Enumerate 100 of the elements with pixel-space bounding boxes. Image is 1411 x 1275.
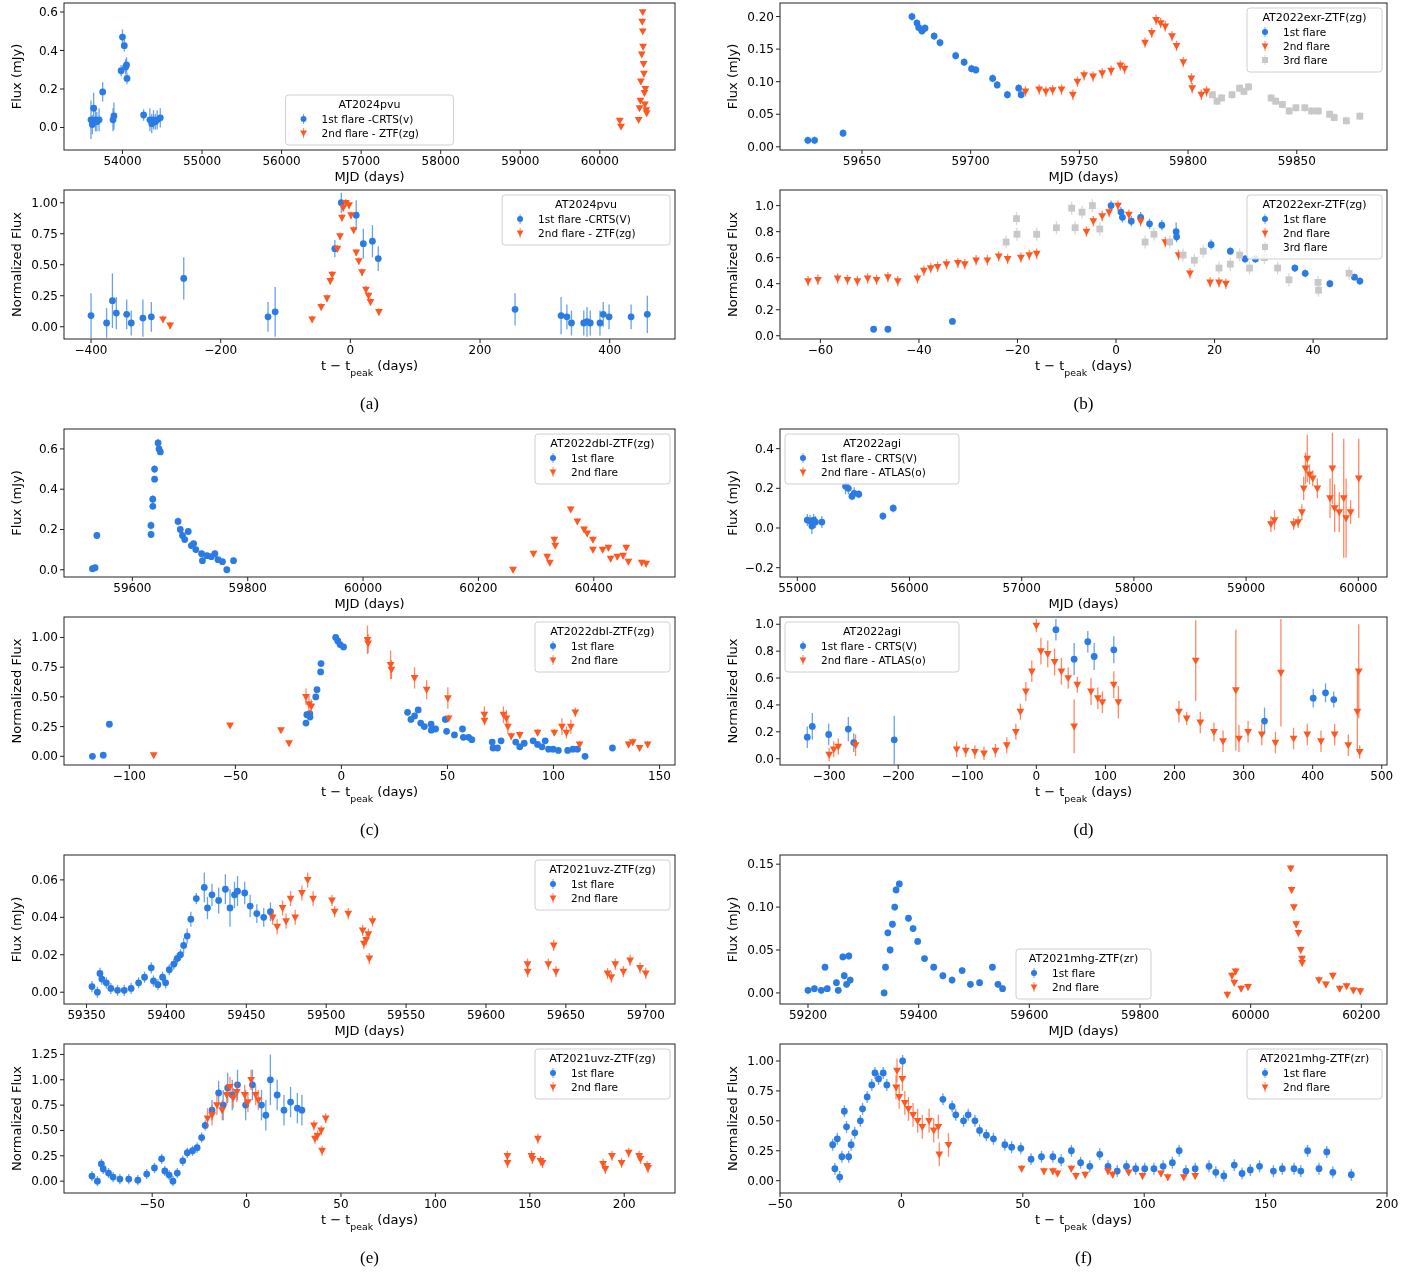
- legend-title: AT2021mhg-ZTF(zr): [1259, 1052, 1370, 1065]
- y-tick-label: 0.50: [31, 689, 58, 704]
- y-axis-title: Flux (mJy): [9, 896, 24, 963]
- x-tick-label: 50: [439, 769, 456, 783]
- legend-label: 1st flare - CRTS(V): [821, 452, 917, 464]
- x-tick-label: 0: [242, 1197, 251, 1211]
- x-axis-title: MJD (days): [334, 596, 405, 611]
- y-tick-label: 0.4: [754, 697, 774, 712]
- x-axis-title: t − t$_{peak}$ (days): [1034, 358, 1133, 378]
- x-tick-label: −400: [74, 343, 108, 357]
- x-tick-label: 0: [1032, 769, 1041, 783]
- y-tick-label: 0.75: [31, 660, 58, 675]
- x-tick-label: 0: [337, 769, 346, 783]
- legend-label: 2nd flare: [1052, 981, 1099, 993]
- x-tick-label: 58000: [421, 154, 460, 168]
- legend-label: 3rd flare: [1283, 241, 1328, 253]
- y-tick-label: 0.75: [31, 1098, 58, 1113]
- y-axis-title: Normalized Flux: [9, 638, 24, 744]
- y-tick-label: 0.4: [38, 43, 58, 58]
- y-tick-label: 1.25: [31, 1047, 58, 1062]
- y-tick-label: 0.04: [31, 910, 58, 925]
- x-tick-label: 60200: [459, 581, 498, 595]
- legend-label: 1st flare: [1052, 967, 1096, 979]
- y-tick-label: 0.4: [38, 482, 58, 497]
- x-tick-label: 100: [1093, 769, 1117, 783]
- legend-label: 2nd flare: [571, 466, 618, 478]
- text: (b): [1073, 394, 1094, 413]
- x-tick-label: 59850: [1277, 154, 1316, 168]
- y-tick-label: 0.10: [747, 74, 774, 89]
- y-tick-label: 0.6: [38, 5, 58, 20]
- x-axis-title: MJD (days): [1048, 596, 1119, 611]
- legend-title: AT2022exr-ZTF(zg): [1262, 198, 1367, 211]
- text: (d): [1073, 820, 1094, 839]
- x-tick-label: −20: [1004, 343, 1031, 357]
- y-tick-label: 0.00: [31, 749, 58, 764]
- y-tick-label: 0.25: [31, 1148, 58, 1163]
- x-tick-label: 59400: [899, 1008, 938, 1022]
- x-tick-label: 59600: [466, 1008, 506, 1022]
- y-tick-label: 1.00: [31, 1072, 58, 1087]
- y-axis-title: Normalized Flux: [9, 1065, 24, 1171]
- y-tick-label: 0.6: [754, 671, 774, 686]
- x-tick-label: 59400: [147, 1008, 186, 1022]
- y-tick-label: 0.6: [754, 250, 774, 265]
- y-tick-label: 1.0: [754, 198, 774, 213]
- x-tick-label: 400: [598, 343, 622, 357]
- legend-title: AT2022dbl-ZTF(zg): [550, 625, 655, 638]
- y-tick-label: 0.00: [747, 1173, 774, 1188]
- legend-title: AT2022agi: [842, 625, 902, 638]
- y-tick-label: 1.00: [747, 1053, 774, 1068]
- y-axis-title: Flux (mJy): [9, 470, 24, 536]
- legend-label: 2nd flare: [571, 1081, 618, 1093]
- y-tick-label: 0.0: [754, 751, 774, 766]
- y-tick-label: 0.25: [31, 288, 58, 303]
- x-tick-label: 59650: [842, 154, 882, 168]
- x-tick-label: −40: [906, 343, 932, 357]
- y-tick-label: 0.15: [747, 42, 774, 57]
- y-tick-label: 0.00: [31, 1174, 58, 1189]
- y-tick-label: 0.50: [747, 1113, 774, 1128]
- x-tick-label: 40: [1305, 343, 1321, 357]
- text: (e): [360, 1248, 379, 1267]
- x-tick-label: 59350: [67, 1008, 106, 1022]
- x-tick-label: 59600: [113, 581, 152, 595]
- y-tick-label: 0.0: [38, 562, 58, 577]
- x-tick-label: 150: [1254, 1197, 1278, 1211]
- x-axis-title: MJD (days): [334, 169, 405, 184]
- y-tick-label: 0.00: [31, 319, 58, 334]
- legend-label: 1st flare: [571, 1067, 615, 1079]
- x-tick-label: −200: [881, 769, 915, 783]
- x-tick-label: 400: [1301, 769, 1325, 783]
- y-axis-title: Normalized Flux: [9, 211, 24, 317]
- x-tick-label: 0: [897, 1197, 906, 1211]
- x-tick-label: 59750: [1060, 154, 1099, 168]
- x-tick-label: 200: [1375, 1197, 1399, 1211]
- legend-label: 2nd flare: [571, 654, 618, 666]
- x-axis-title: t − t$_{peak}$ (days): [320, 784, 419, 804]
- x-tick-label: 59550: [387, 1008, 426, 1022]
- x-tick-label: 56000: [262, 154, 301, 168]
- x-tick-label: −300: [812, 769, 846, 783]
- y-tick-label: 1.0: [754, 617, 774, 632]
- legend-label: 2nd flare: [1283, 1081, 1330, 1093]
- x-tick-label: −50: [139, 1197, 165, 1211]
- legend-label: 1st flare -CRTS(V): [538, 213, 631, 225]
- x-tick-label: 59700: [626, 1008, 665, 1022]
- x-tick-label: 54000: [103, 154, 142, 168]
- y-tick-label: 0.2: [38, 82, 58, 97]
- legend-label: 1st flare: [571, 878, 615, 890]
- x-tick-label: 60400: [574, 581, 613, 595]
- x-tick-label: 59800: [1168, 154, 1208, 168]
- legend-label: 2nd flare - ZTF(zg): [321, 127, 419, 139]
- x-tick-label: 59000: [1227, 581, 1266, 595]
- x-tick-label: 59600: [1010, 1008, 1049, 1022]
- x-tick-label: 55000: [182, 154, 222, 168]
- y-tick-label: 0.2: [754, 302, 774, 317]
- text: (c): [360, 820, 379, 839]
- y-tick-label: 0.2: [754, 724, 774, 739]
- text: (a): [360, 394, 379, 413]
- x-tick-label: 59450: [227, 1008, 266, 1022]
- legend-label: 1st flare: [1283, 1067, 1327, 1079]
- y-tick-label: 1.00: [31, 195, 58, 210]
- y-tick-label: 0.2: [754, 481, 774, 496]
